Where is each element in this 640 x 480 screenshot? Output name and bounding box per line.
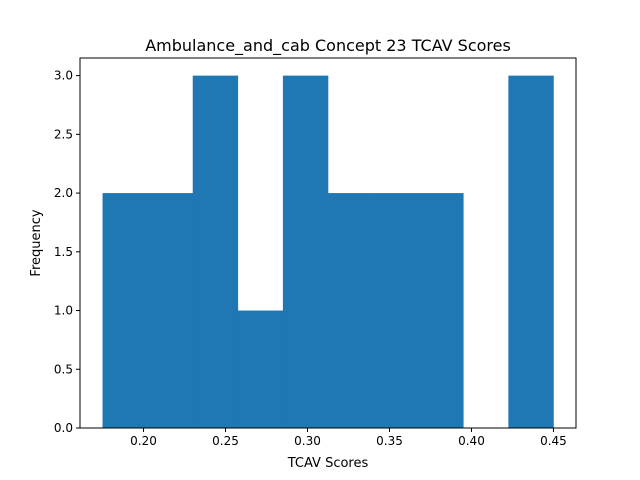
plot-frame	[79, 57, 577, 429]
y-tick-label: 1.0	[54, 304, 73, 318]
histogram-bar-2	[192, 75, 239, 428]
y-tick-label: 1.5	[54, 245, 73, 259]
histogram-bar-7	[418, 193, 464, 428]
x-tick-label: 0.30	[294, 434, 321, 448]
x-tick-label: 0.25	[212, 434, 239, 448]
histogram-bar-3	[237, 310, 284, 428]
y-tick-label: 2.0	[54, 186, 73, 200]
x-axis-ticks: 0.20 0.25 0.30 0.35 0.40 0.45	[130, 428, 567, 448]
histogram-bars	[102, 75, 554, 428]
chart-title: Ambulance_and_cab Concept 23 TCAV Scores	[145, 36, 511, 56]
histogram-bar-5	[328, 193, 374, 428]
x-tick-label: 0.40	[458, 434, 485, 448]
histogram-bar-0	[102, 193, 148, 428]
y-tick-label: 0.5	[54, 362, 73, 376]
y-axis-ticks: 0.0 0.5 1.0 1.5 2.0 2.5 3.0	[54, 69, 80, 435]
histogram-bar-1	[147, 193, 194, 428]
y-axis-label: Frequency	[29, 209, 44, 276]
y-tick-label: 2.5	[54, 127, 73, 141]
histogram-bar-9	[508, 75, 554, 428]
x-tick-label: 0.20	[130, 434, 157, 448]
x-axis-label: TCAV Scores	[287, 456, 369, 471]
x-tick-label: 0.35	[376, 434, 403, 448]
histogram-bar-4	[282, 75, 329, 428]
y-tick-label: 0.0	[54, 421, 73, 435]
histogram-bar-6	[373, 193, 419, 428]
y-tick-label: 3.0	[54, 69, 73, 83]
x-tick-label: 0.45	[540, 434, 567, 448]
